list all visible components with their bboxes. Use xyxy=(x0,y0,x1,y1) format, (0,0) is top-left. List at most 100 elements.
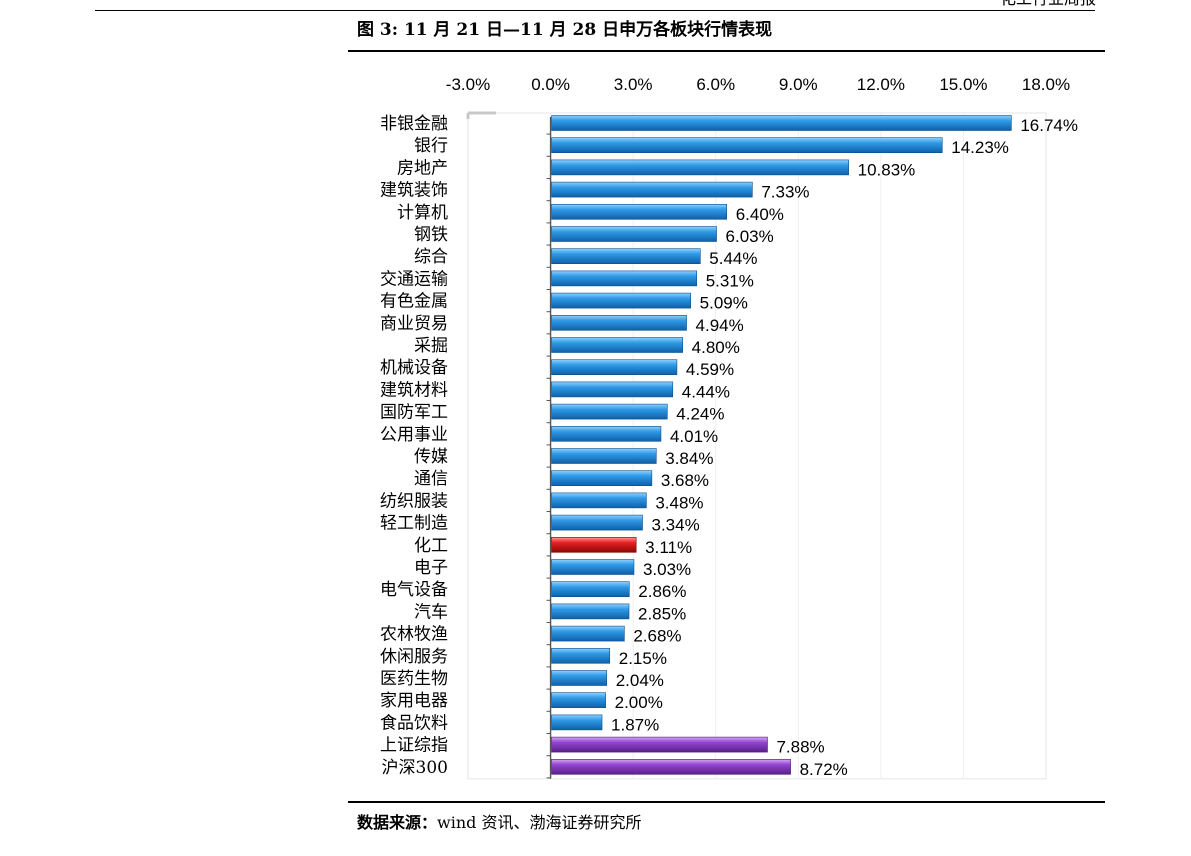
plot-area-frame xyxy=(467,112,1047,780)
category-label: 通信 xyxy=(414,469,448,489)
bar-sector xyxy=(551,670,608,686)
bar-sector xyxy=(551,448,657,464)
category-label: 传媒 xyxy=(414,447,448,467)
bar-sector xyxy=(551,337,683,353)
bar-sector xyxy=(551,292,691,309)
category-label: 上证综指 xyxy=(380,736,448,756)
category-label: 医药生物 xyxy=(380,669,448,689)
bar-sector xyxy=(551,359,678,376)
value-label: 4.44% xyxy=(682,382,730,401)
category-label: 公用事业 xyxy=(380,425,448,445)
bar-sector xyxy=(551,314,687,331)
value-label: 7.33% xyxy=(761,183,809,202)
value-label: 7.88% xyxy=(776,738,824,757)
bar-highlight xyxy=(551,536,637,553)
value-label: 8.72% xyxy=(800,760,848,779)
bar-sector xyxy=(551,204,728,220)
category-label: 商业贸易 xyxy=(380,314,448,334)
category-label: 农林牧渔 xyxy=(380,625,448,645)
category-label: 轻工制造 xyxy=(380,514,448,534)
category-label: 机械设备 xyxy=(380,358,448,378)
bar-sector xyxy=(551,270,698,287)
value-label: 2.86% xyxy=(638,582,686,601)
bar-sector xyxy=(551,425,662,442)
bar-sector xyxy=(551,226,717,242)
bar-sector xyxy=(551,403,668,420)
bar-sector xyxy=(551,647,611,664)
value-label: 4.59% xyxy=(686,360,734,379)
x-tick-label: 12.0% xyxy=(857,75,905,94)
value-label: 2.04% xyxy=(616,671,664,690)
bar-sector xyxy=(551,625,625,642)
category-label: 汽车 xyxy=(414,602,448,622)
bar-sector xyxy=(551,603,630,620)
category-label: 建筑材料 xyxy=(380,380,448,400)
bar-sector xyxy=(551,514,643,531)
bar-sector xyxy=(551,581,630,598)
bar-sector xyxy=(551,559,635,575)
value-label: 10.83% xyxy=(858,160,916,179)
bar-sector xyxy=(551,137,943,153)
value-label: 2.00% xyxy=(615,693,663,712)
value-label: 4.24% xyxy=(676,405,724,424)
bar-sector xyxy=(551,181,753,198)
category-label: 非银金融 xyxy=(380,114,448,134)
title-rule xyxy=(348,50,1105,52)
value-label: 16.74% xyxy=(1020,116,1078,135)
category-label: 家用电器 xyxy=(380,691,448,711)
category-label: 交通运输 xyxy=(380,269,448,289)
category-label: 化工 xyxy=(414,536,448,556)
category-label: 休闲服务 xyxy=(380,647,448,667)
running-header: 化工行业周报 xyxy=(1000,0,1096,8)
category-label: 采掘 xyxy=(414,336,448,356)
value-label: 3.84% xyxy=(665,449,713,468)
category-label: 有色金属 xyxy=(380,292,448,312)
value-label: 3.34% xyxy=(652,516,700,535)
value-label: 4.80% xyxy=(692,338,740,357)
category-label: 沪深300 xyxy=(382,758,448,778)
bar-sector xyxy=(551,492,647,509)
x-tick-label: 6.0% xyxy=(696,75,735,94)
category-label: 食品饮料 xyxy=(380,713,448,733)
page-top-rule xyxy=(95,10,1095,11)
value-label: 14.23% xyxy=(951,138,1009,157)
bar-index xyxy=(551,758,791,775)
category-label: 建筑装饰 xyxy=(380,181,448,201)
category-label: 国防军工 xyxy=(380,403,448,423)
x-tick-label: 0.0% xyxy=(531,75,570,94)
category-label: 银行 xyxy=(414,136,448,156)
category-label: 计算机 xyxy=(397,203,448,223)
category-label: 电子 xyxy=(414,558,448,578)
value-label: 5.44% xyxy=(709,249,757,268)
value-label: 3.68% xyxy=(661,471,709,490)
category-label: 电气设备 xyxy=(380,580,448,600)
category-label: 纺织服装 xyxy=(380,491,448,511)
x-tick-label: 18.0% xyxy=(1022,75,1070,94)
value-label: 3.03% xyxy=(643,560,691,579)
source-note: 数据来源：wind 资讯、渤海证券研究所 xyxy=(357,812,641,834)
value-label: 4.94% xyxy=(696,316,744,335)
source-label: 数据来源： xyxy=(357,813,438,832)
category-label: 综合 xyxy=(414,247,448,267)
bar-sector xyxy=(551,248,701,264)
bar-sector xyxy=(551,159,849,176)
bar-sector xyxy=(551,115,1012,131)
x-tick-label: 9.0% xyxy=(779,75,818,94)
value-label: 5.31% xyxy=(706,271,754,290)
figure-title: 图 3: 11 月 21 日—11 月 28 日申万各板块行情表现 xyxy=(357,20,773,40)
source-text: wind 资讯、渤海证券研究所 xyxy=(437,813,642,832)
value-label: 2.15% xyxy=(619,649,667,668)
bar-sector xyxy=(551,714,603,731)
bar-sector xyxy=(551,692,606,709)
value-label: 1.87% xyxy=(611,715,659,734)
bar-sector xyxy=(551,470,653,487)
source-rule xyxy=(348,801,1105,803)
category-label: 钢铁 xyxy=(414,225,448,245)
value-label: 4.01% xyxy=(670,427,718,446)
value-label: 6.03% xyxy=(726,227,774,246)
value-label: 6.40% xyxy=(736,205,784,224)
value-label: 3.48% xyxy=(655,493,703,512)
value-label: 5.09% xyxy=(700,294,748,313)
value-label: 2.68% xyxy=(633,627,681,646)
